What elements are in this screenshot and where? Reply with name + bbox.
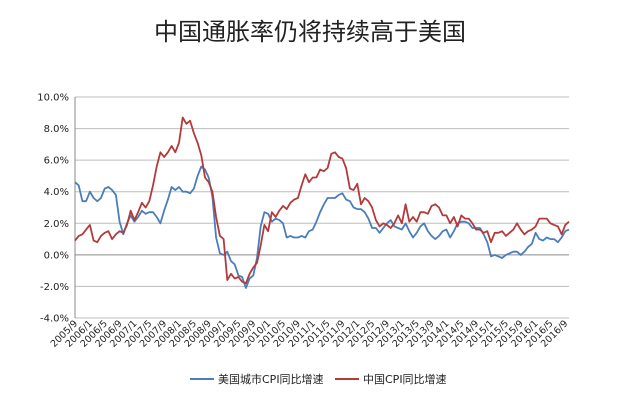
- y-tick-label: -4.0%: [40, 314, 69, 325]
- y-tick-label: 2.0%: [44, 219, 69, 230]
- y-tick-label: 10.0%: [37, 93, 69, 104]
- legend-label-2: 中国CPI同比增速: [363, 372, 447, 386]
- legend: 美国城市CPI同比增速 中国CPI同比增速: [190, 372, 447, 386]
- series-lines: [74, 116, 570, 289]
- y-tick-label: -2.0%: [40, 282, 69, 293]
- chart-title: 中国通胀率仍将持续高于美国: [154, 18, 466, 46]
- x-axis-ticks: 2005/92006/12006/52006/92007/12007/52007…: [49, 318, 571, 349]
- y-tick-label: 6.0%: [44, 156, 69, 167]
- series-line-2: [74, 116, 570, 285]
- y-tick-label: 0.0%: [44, 250, 69, 261]
- y-tick-label: 8.0%: [44, 124, 69, 135]
- series-line-1: [74, 165, 570, 289]
- gridlines: [74, 96, 569, 319]
- y-tick-label: 4.0%: [44, 187, 69, 198]
- y-axis-ticks: 10.0% 8.0% 6.0% 4.0% 2.0% 0.0% -2.0% -4.0%: [37, 93, 69, 325]
- legend-label-1: 美国城市CPI同比增速: [218, 372, 324, 386]
